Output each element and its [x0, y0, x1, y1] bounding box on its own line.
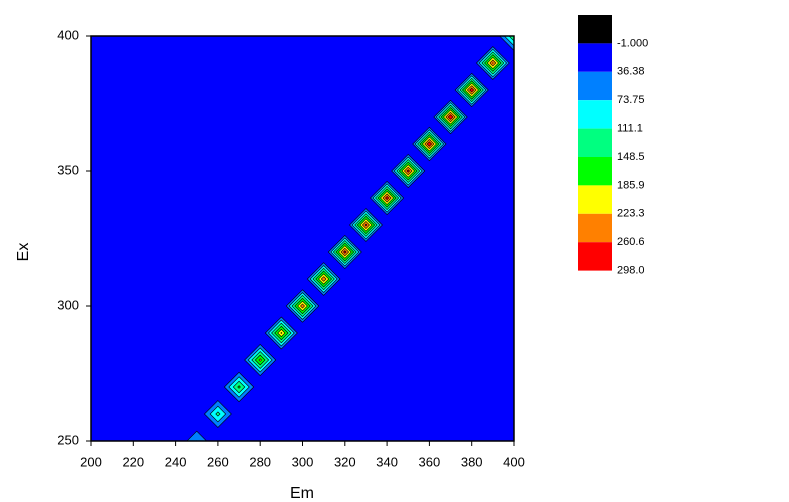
x-tick-label: 320: [334, 454, 356, 469]
legend-swatch: [578, 15, 612, 44]
peak: [454, 72, 489, 108]
peak: [412, 126, 447, 162]
legend-label: 298.0: [617, 265, 645, 277]
legend-swatch: [578, 71, 612, 101]
peak: [285, 289, 320, 323]
peak: [244, 344, 277, 376]
contour-band: [426, 141, 433, 147]
x-tick-label: 400: [503, 454, 525, 469]
legend-swatch: [578, 43, 612, 72]
contour-band: [186, 430, 207, 441]
contour-band: [320, 276, 327, 282]
legend-label: 260.6: [617, 236, 645, 248]
x-tick-label: 300: [292, 454, 314, 469]
contour-band: [385, 195, 390, 201]
y-tick-label: 350: [57, 162, 79, 177]
y-tick-label: 400: [57, 27, 79, 42]
contour-band: [364, 223, 368, 227]
y-tick-label: 300: [57, 297, 79, 312]
contour-band: [406, 169, 410, 173]
peak: [499, 36, 514, 51]
plot-area: [91, 36, 514, 441]
contour-band: [469, 87, 475, 93]
peak: [476, 46, 510, 80]
legend-label: 73.75: [617, 94, 645, 106]
legend-label: 36.38: [617, 66, 645, 78]
legend-label: 185.9: [617, 179, 645, 191]
legend-label: 111.1: [617, 123, 643, 135]
y-tick-label: 250: [57, 432, 79, 447]
y-axis-label: Ex: [15, 243, 32, 262]
legend-label: -1.000: [617, 37, 648, 49]
peak: [327, 235, 362, 269]
legend-swatch: [578, 157, 612, 186]
x-tick-label: 360: [419, 454, 441, 469]
contour-band: [343, 250, 347, 254]
peak: [370, 181, 405, 215]
x-tick-label: 220: [122, 454, 144, 469]
legend-swatch: [578, 213, 612, 243]
peak: [391, 154, 426, 188]
contour-band: [215, 411, 221, 417]
peak: [306, 262, 341, 296]
legend-swatch: [578, 128, 612, 157]
peak: [223, 371, 255, 403]
x-tick-label: 380: [461, 454, 483, 469]
legend-swatch: [578, 100, 612, 129]
contour-band: [300, 303, 305, 309]
peak: [349, 208, 383, 242]
legend-label: 223.3: [617, 208, 645, 220]
contour-band: [492, 62, 494, 64]
contour-band: [508, 36, 514, 42]
x-tick-label: 240: [165, 454, 187, 469]
x-tick-label: 340: [376, 454, 398, 469]
x-tick-label: 200: [80, 454, 102, 469]
contour-band: [258, 358, 262, 362]
x-tick-label: 280: [249, 454, 271, 469]
background-band: [91, 36, 514, 441]
contour-band: [280, 332, 283, 334]
legend-swatch: [578, 242, 612, 271]
contour-band: [447, 114, 454, 120]
peak: [433, 99, 468, 135]
peak: [264, 316, 298, 350]
x-tick-label: 260: [207, 454, 229, 469]
contour-band: [237, 385, 241, 389]
x-axis-label: Em: [290, 485, 314, 502]
peak: [204, 400, 232, 428]
legend-label: 148.5: [617, 151, 645, 163]
legend-swatch: [578, 185, 612, 214]
